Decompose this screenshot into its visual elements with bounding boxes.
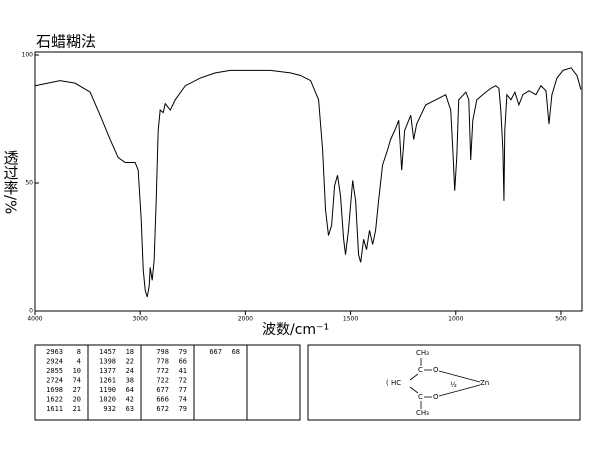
structure-bonds: [409, 358, 481, 409]
peak-wavenumber: 778: [156, 358, 169, 366]
peak-transmittance: 38: [126, 377, 134, 385]
peak-wavenumber: 932: [103, 405, 116, 413]
structure-label: CH₃: [416, 349, 429, 357]
peak-wavenumber: 672: [156, 405, 169, 413]
y-axis-label: 透过率/%: [2, 150, 20, 214]
peak-wavenumber: 2924: [46, 358, 63, 366]
peak-wavenumber: 1020: [99, 396, 116, 404]
peak-wavenumber: 667: [209, 348, 222, 356]
peak-transmittance: 42: [126, 396, 134, 404]
x-tick-label: 1500: [343, 316, 358, 323]
peak-transmittance: 20: [73, 396, 81, 404]
x-tick-label: 3000: [133, 316, 148, 323]
chart-title: 石蜡糊法: [36, 33, 96, 51]
peak-wavenumber: 2855: [46, 367, 63, 375]
x-tick-label: 1000: [448, 316, 463, 323]
structure-label: O: [433, 393, 439, 401]
peak-transmittance: 64: [126, 386, 134, 394]
peak-wavenumber: 1611: [46, 405, 63, 413]
peak-transmittance: 72: [179, 377, 187, 385]
y-tick-label: 100: [22, 52, 34, 59]
peak-wavenumber: 722: [156, 377, 169, 385]
spectrum-line: [34, 67, 582, 298]
peak-wavenumber: 666: [156, 396, 169, 404]
x-tick-label: 2000: [238, 316, 253, 323]
peak-wavenumber: 1261: [99, 377, 116, 385]
peak-transmittance: 79: [179, 348, 187, 356]
peak-wavenumber: 2724: [46, 377, 63, 385]
peak-wavenumber: 677: [156, 386, 169, 394]
peak-wavenumber: 1398: [99, 358, 116, 366]
structure-label: ½: [450, 381, 457, 389]
peak-wavenumber: 1190: [99, 386, 116, 394]
plot-frame: [34, 51, 583, 312]
peak-transmittance: 68: [232, 348, 240, 356]
peak-transmittance: 10: [73, 367, 81, 375]
peak-transmittance: 22: [126, 358, 134, 366]
structure-label: CH₃: [416, 409, 429, 417]
x-tick-label: 500: [555, 316, 567, 323]
peak-wavenumber: 1457: [99, 348, 116, 356]
structure-label: O: [433, 366, 439, 374]
peak-table-frame: [34, 344, 301, 421]
peak-transmittance: 8: [77, 348, 81, 356]
peak-transmittance: 18: [126, 348, 134, 356]
structure-label: Zn: [480, 379, 489, 387]
x-tick-label: 4000: [27, 316, 42, 323]
peak-transmittance: 79: [179, 405, 187, 413]
peak-transmittance: 24: [126, 367, 134, 375]
peak-transmittance: 77: [179, 386, 187, 394]
peak-transmittance: 66: [179, 358, 187, 366]
peak-transmittance: 74: [73, 377, 81, 385]
peak-transmittance: 21: [73, 405, 81, 413]
peak-wavenumber: 772: [156, 367, 169, 375]
peak-wavenumber: 1698: [46, 386, 63, 394]
peak-wavenumber: 1622: [46, 396, 63, 404]
x-axis-label: 波数/cm⁻¹: [262, 322, 329, 338]
y-tick-label: 50: [25, 180, 33, 187]
peak-wavenumber: 1377: [99, 367, 116, 375]
peak-transmittance: 41: [179, 367, 187, 375]
peak-transmittance: 74: [179, 396, 187, 404]
peak-wavenumber: 2963: [46, 348, 63, 356]
peak-transmittance: 4: [77, 358, 81, 366]
peak-transmittance: 63: [126, 405, 134, 413]
peak-wavenumber: 798: [156, 348, 169, 356]
y-tick-label: 0: [29, 308, 33, 315]
peak-transmittance: 27: [73, 386, 81, 394]
structure-label: ( HC: [386, 379, 401, 387]
structure-label: C: [418, 393, 423, 401]
structure-frame: [307, 344, 581, 421]
structure-label: C: [418, 366, 423, 374]
